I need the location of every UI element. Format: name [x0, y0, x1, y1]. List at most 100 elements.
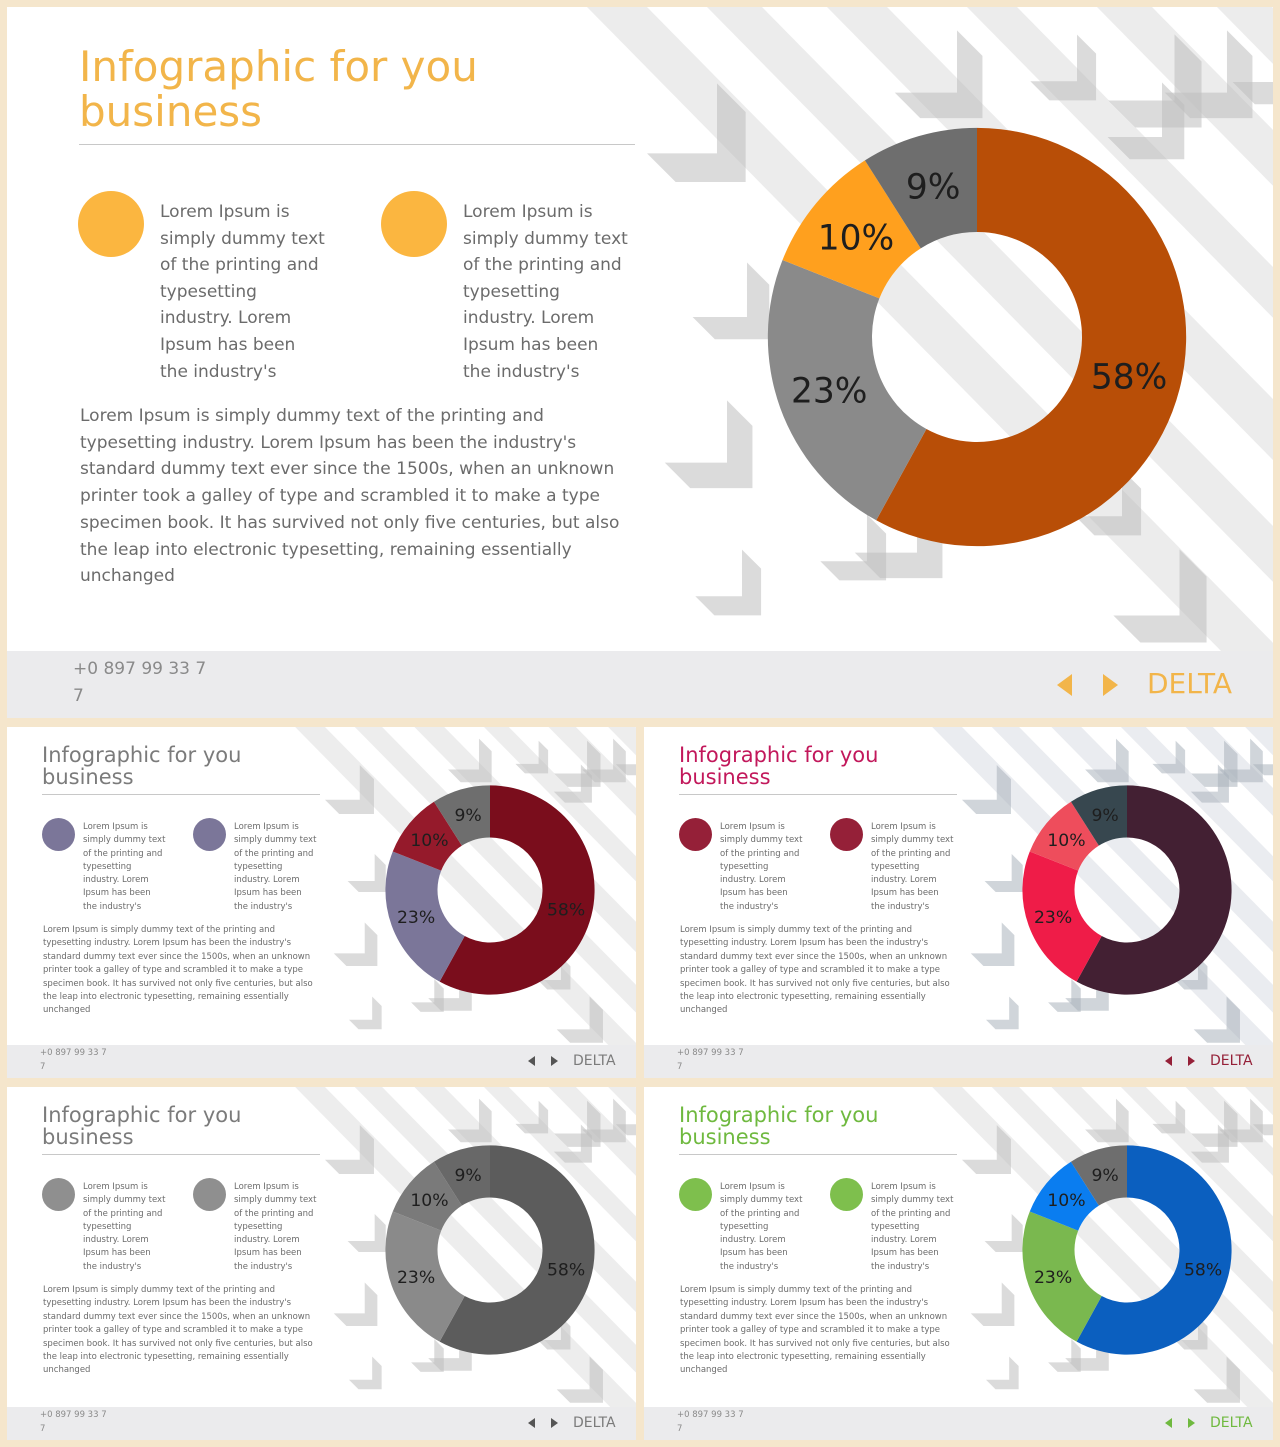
background-stripe — [1217, 7, 1273, 64]
title-divider — [42, 1154, 320, 1155]
background-chevron — [961, 764, 1011, 814]
background-chevron — [695, 549, 762, 616]
blurb-right: Lorem Ipsum is simply dummy text of the … — [234, 1182, 317, 1272]
donut-chart: 58% 23% 10% 9% — [1022, 1145, 1232, 1355]
donut-slice — [876, 127, 1187, 547]
bullet-dot-right — [830, 818, 863, 851]
background-chevron — [582, 1098, 626, 1143]
background-chevron — [615, 737, 636, 776]
phone-number: +0 897 99 33 7 7 — [40, 1048, 107, 1072]
background-chevron — [556, 996, 603, 1043]
background-chevron — [615, 1097, 636, 1136]
body-paragraph: Lorem Ipsum is simply dummy text of the … — [43, 925, 313, 1016]
donut-slice — [864, 127, 977, 249]
background-chevron — [1048, 1339, 1081, 1372]
donut-slice-label: 10% — [410, 831, 448, 851]
background-chevron — [347, 1213, 386, 1253]
title-divider — [679, 794, 957, 795]
next-arrow-icon[interactable] — [1103, 674, 1118, 696]
donut-slice-label: 10% — [1047, 1191, 1085, 1211]
donut-slice — [439, 1145, 595, 1355]
prev-arrow-icon[interactable] — [1165, 1056, 1172, 1066]
slide-footer: +0 897 99 33 7 7 DELTA — [7, 1045, 636, 1078]
next-arrow-icon[interactable] — [551, 1056, 558, 1066]
background-chevron — [985, 1356, 1019, 1390]
body-paragraph: Lorem Ipsum is simply dummy text of the … — [680, 1285, 950, 1376]
donut-slice — [767, 260, 927, 521]
background-chevron — [448, 1098, 492, 1143]
bullet-dot-right — [193, 1178, 226, 1211]
brand-label: DELTA — [1210, 1053, 1253, 1069]
donut-slice — [1022, 851, 1102, 982]
next-arrow-icon[interactable] — [1188, 1056, 1195, 1066]
slide-main: Infographic for you business Lorem Ipsum… — [7, 7, 1273, 718]
prev-arrow-icon[interactable] — [1057, 674, 1072, 696]
next-arrow-icon[interactable] — [1188, 1418, 1195, 1428]
blurb-left: Lorem Ipsum is simply dummy text of the … — [720, 1182, 803, 1272]
body-paragraph: Lorem Ipsum is simply dummy text of the … — [680, 925, 950, 1016]
donut-slice-label: 23% — [791, 372, 868, 412]
body-paragraph: Lorem Ipsum is simply dummy text of the … — [43, 1285, 313, 1376]
blurb-right: Lorem Ipsum is simply dummy text of the … — [234, 822, 317, 912]
background-chevron — [692, 262, 770, 340]
donut-chart: 58% 23% 10% 9% — [385, 1145, 595, 1355]
donut-slice — [439, 785, 595, 995]
bullet-dot-right — [830, 1178, 863, 1211]
slide-variant-purple: Infographic for you business Lorem Ipsum… — [7, 727, 636, 1078]
phone-number: +0 897 99 33 7 7 — [677, 1410, 744, 1434]
slide-footer: +0 897 99 33 7 7 DELTA — [644, 1045, 1273, 1078]
background-chevron — [984, 853, 1023, 893]
background-chevron — [894, 30, 983, 119]
donut-slice — [385, 1211, 465, 1342]
background-chevron — [1075, 469, 1142, 536]
slide-variant-green: Infographic for you business Lorem Ipsum… — [644, 1087, 1273, 1440]
blurb-right: Lorem Ipsum is simply dummy text of the … — [871, 822, 954, 912]
background-chevron — [1048, 979, 1081, 1012]
donut-slice — [392, 1161, 462, 1231]
brand-label: DELTA — [1147, 667, 1233, 700]
donut-slice — [1070, 785, 1127, 846]
donut-chart: 23% 10% 9% — [1022, 785, 1232, 995]
background-chevron — [515, 740, 549, 774]
slide-title: Infographic for you business — [79, 42, 478, 136]
background-chevron — [646, 83, 746, 183]
background-chevron — [1252, 1097, 1273, 1136]
background-chevron — [1152, 1100, 1186, 1134]
background-chevron — [556, 1356, 603, 1403]
donut-slice-label: 58% — [547, 901, 585, 921]
background-chevron — [984, 1213, 1023, 1253]
background-chevron — [970, 922, 1015, 967]
donut-slice-label: 10% — [818, 218, 895, 258]
background-chevron — [664, 400, 753, 489]
prev-arrow-icon[interactable] — [528, 1056, 535, 1066]
prev-arrow-icon[interactable] — [1165, 1418, 1172, 1428]
blurb-right: Lorem Ipsum is simply dummy text of the … — [871, 1182, 954, 1272]
blurb-left: Lorem Ipsum is simply dummy text of the … — [83, 822, 166, 912]
background-chevron — [515, 1100, 549, 1134]
slide-variant-crimson: Infographic for you business Lorem Ipsum… — [644, 727, 1273, 1078]
donut-chart: 58% 23% 10% 9% — [767, 127, 1187, 547]
donut-slice — [1076, 1145, 1232, 1355]
background-chevron — [348, 996, 382, 1030]
body-paragraph: Lorem Ipsum is simply dummy text of the … — [80, 406, 620, 587]
donut-slice — [1070, 1145, 1127, 1206]
donut-slice — [385, 851, 465, 982]
background-chevron — [961, 1124, 1011, 1174]
slide-footer: +0 897 99 33 7 7 DELTA — [7, 1407, 636, 1440]
background-chevron — [553, 764, 592, 803]
background-stripe — [608, 727, 636, 756]
background-chevron — [582, 738, 626, 783]
background-chevron — [1164, 30, 1253, 119]
prev-arrow-icon[interactable] — [528, 1418, 535, 1428]
donut-slice-label: 9% — [906, 168, 961, 208]
phone-number: +0 897 99 33 7 7 — [73, 659, 207, 706]
background-chevron — [1252, 737, 1273, 776]
background-chevron — [1107, 82, 1185, 160]
phone-number: +0 897 99 33 7 7 — [40, 1410, 107, 1434]
next-arrow-icon[interactable] — [551, 1418, 558, 1428]
slide-title: Infographic for you business — [42, 743, 242, 790]
slide-footer: +0 897 99 33 7 7 DELTA — [644, 1407, 1273, 1440]
background-chevron — [333, 1282, 378, 1327]
donut-slice — [782, 160, 921, 299]
brand-label: DELTA — [573, 1053, 616, 1069]
